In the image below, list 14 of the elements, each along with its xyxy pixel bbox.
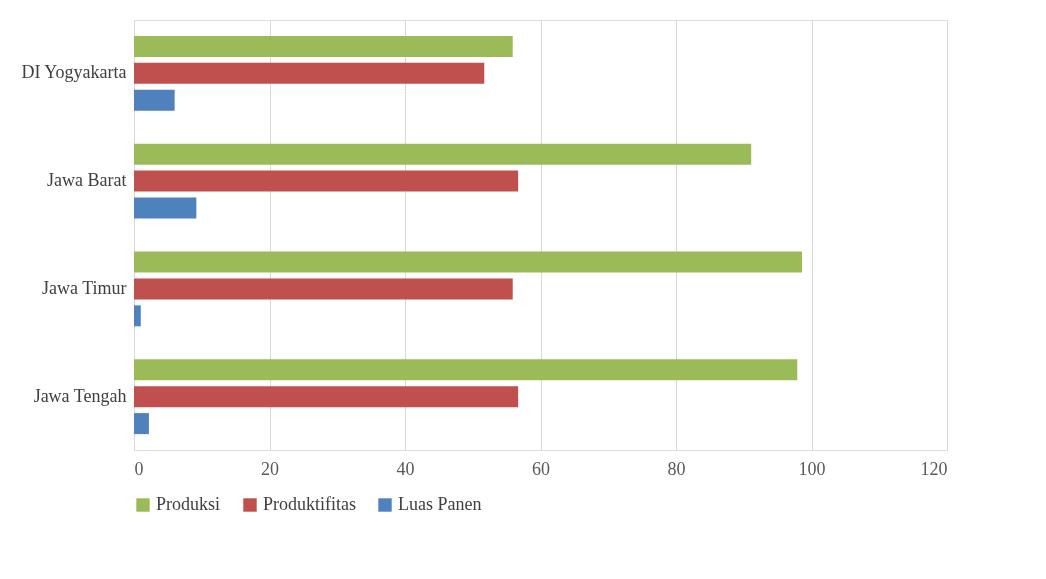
x-tick-label: 0 — [134, 458, 144, 479]
x-tick-label: 40 — [396, 458, 415, 479]
x-tick-label: 20 — [261, 458, 279, 479]
y-tick-label: DI Yogyakarta — [21, 62, 127, 83]
y-tick-label: Jawa Timur — [41, 277, 127, 298]
x-tick-label: 120 — [920, 458, 948, 479]
x-tick-label: 80 — [667, 458, 686, 479]
y-tick-label: Jawa Tengah — [33, 385, 127, 406]
legend-label: Produksi — [156, 494, 221, 514]
legend-label: Produktifitas — [263, 494, 356, 514]
y-tick-label: Jawa Barat — [47, 170, 127, 191]
x-tick-label: 100 — [798, 458, 826, 479]
legend-label: Luas Panen — [398, 494, 482, 514]
x-tick-label: 60 — [532, 458, 550, 479]
